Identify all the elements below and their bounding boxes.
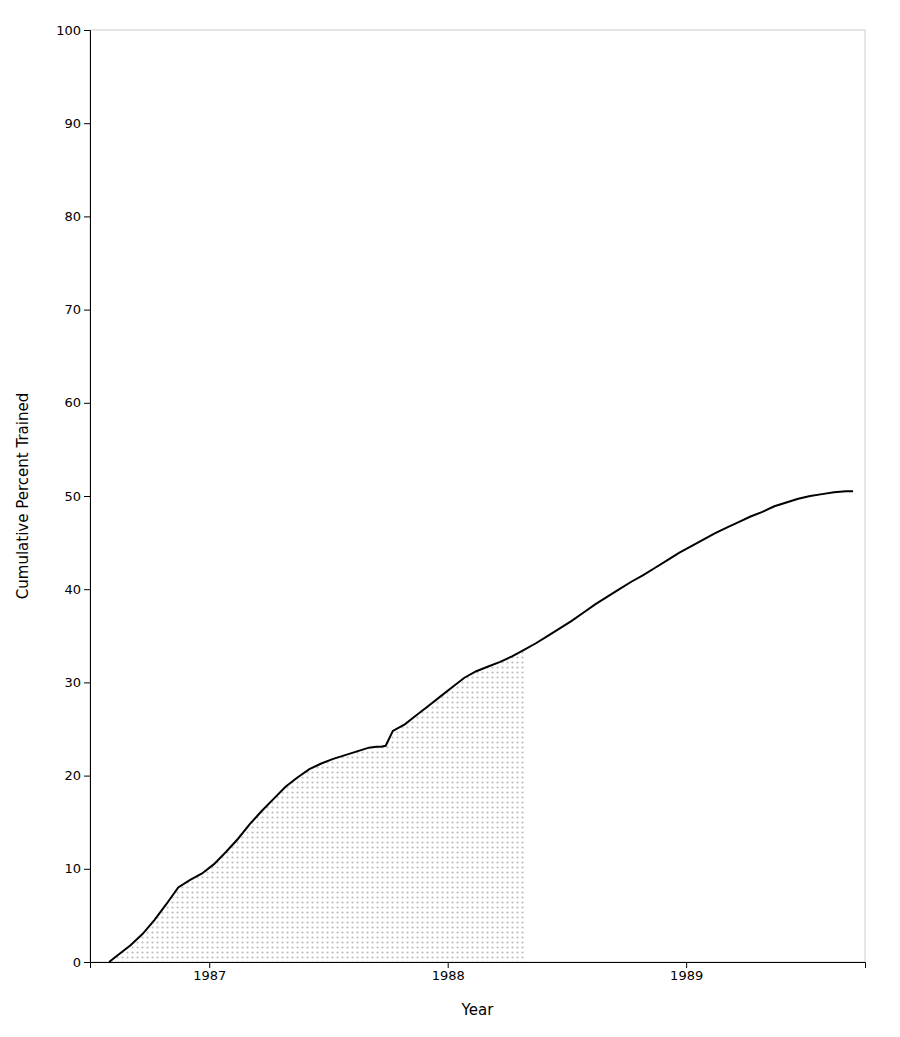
y-tick-label: 50: [64, 489, 81, 504]
marks: [109, 491, 853, 962]
y-tick: 0: [73, 955, 90, 970]
y-tick-label: 100: [56, 23, 81, 38]
y-tick-label: 30: [64, 675, 81, 690]
y-tick-mark: [84, 962, 90, 963]
y-tick-label: 0: [73, 955, 81, 970]
plot: 1987 1988 1989 0 10 20 30 40 50 60 70 80 90 100: [56, 23, 865, 984]
x-tick-label: 1987: [193, 968, 226, 983]
y-tick-mark: [84, 496, 90, 497]
y-axis-line: [84, 31, 91, 963]
x-tick: 1989: [670, 962, 703, 983]
y-tick-mark: [84, 216, 90, 217]
y-tick: 90: [64, 116, 90, 131]
y-tick-mark: [84, 682, 90, 683]
y-tick-label: 40: [64, 582, 81, 597]
y-tick-label: 10: [64, 861, 81, 876]
y-tick-mark: [84, 869, 90, 870]
y-tick-label: 90: [64, 116, 81, 131]
chart: 1987 1988 1989 0 10 20 30 40 50 60 70 80 90 100 Year Cu…: [0, 0, 900, 1037]
y-tick-label: 20: [64, 768, 81, 783]
y-tick: 80: [64, 209, 90, 224]
y-tick-label: 60: [64, 395, 81, 410]
y-tick: 10: [64, 861, 90, 876]
y-tick: 30: [64, 675, 90, 690]
y-axis-title: Cumulative Percent Trained: [14, 393, 32, 599]
y-tick-mark: [84, 30, 90, 31]
x-tick-mark: [448, 962, 449, 968]
y-axis: 0 10 20 30 40 50 60 70 80 90 100: [56, 23, 90, 970]
y-tick-mark: [84, 776, 90, 777]
y-tick: 70: [64, 302, 90, 317]
y-tick: 60: [64, 395, 90, 410]
y-tick: 20: [64, 768, 90, 783]
x-tick: 1987: [193, 962, 226, 983]
y-tick: 100: [56, 23, 90, 38]
area: [109, 650, 524, 962]
plot-frame: [90, 30, 865, 962]
y-tick-label: 80: [64, 209, 81, 224]
x-axis: 1987 1988 1989: [91, 962, 866, 983]
y-tick-mark: [84, 589, 90, 590]
y-tick-label: 70: [64, 302, 81, 317]
x-axis-line: [91, 963, 866, 969]
x-tick-mark: [686, 962, 687, 968]
y-tick-mark: [84, 310, 90, 311]
x-tick-label: 1988: [432, 968, 465, 983]
x-tick-label: 1989: [670, 968, 703, 983]
x-tick-mark: [209, 962, 210, 968]
y-tick-mark: [84, 403, 90, 404]
y-tick: 50: [64, 489, 90, 504]
x-axis-title: Year: [461, 1001, 495, 1019]
line: [109, 491, 853, 962]
y-tick: 40: [64, 582, 90, 597]
x-tick: 1988: [432, 962, 465, 983]
y-tick-mark: [84, 123, 90, 124]
